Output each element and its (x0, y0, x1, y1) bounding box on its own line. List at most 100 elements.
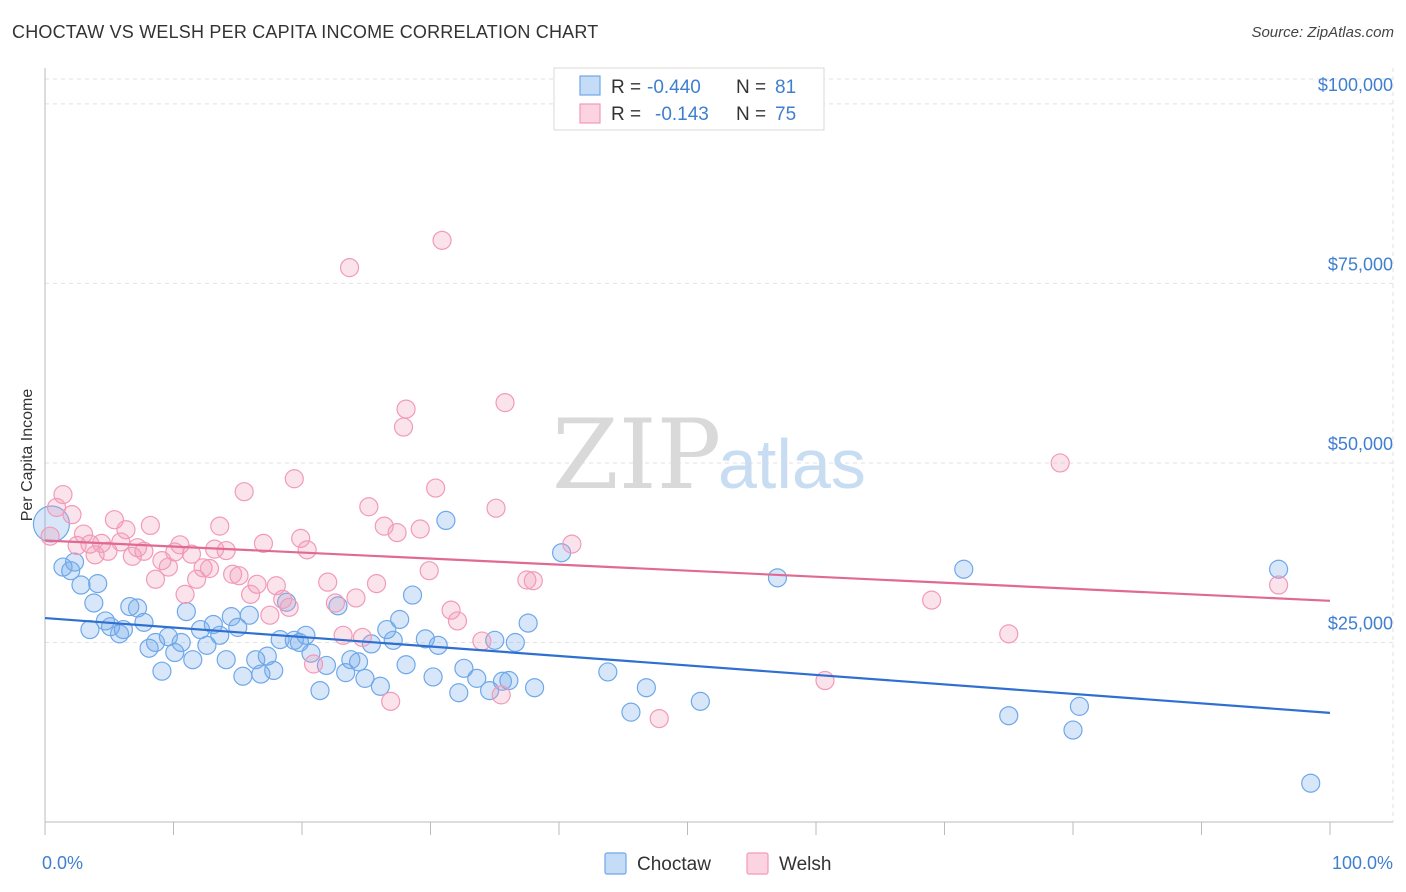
welsh-point (199, 558, 220, 579)
welsh-point (426, 478, 446, 498)
series-legend-label-choctaw: Choctaw (637, 854, 711, 875)
choctaw-point (355, 668, 375, 688)
y-tick-label-1: $50,000 (1328, 434, 1393, 454)
welsh-point (229, 566, 249, 586)
choctaw-point (310, 680, 330, 701)
tick-labels: $25,000 $50,000 $75,000 $100,000 0.0% 100.0% (42, 75, 1393, 873)
series-choctaw-points (32, 505, 1321, 793)
choctaw-point (454, 658, 474, 678)
choctaw-point (621, 702, 641, 722)
choctaw-point (1063, 720, 1083, 740)
welsh-point (922, 590, 942, 610)
legend-r-label-choctaw: R = (611, 77, 641, 98)
welsh-point (410, 519, 430, 539)
choctaw-point (449, 683, 469, 703)
series-legend-swatch-choctaw (604, 852, 627, 875)
choctaw-point (216, 650, 236, 670)
welsh-point (234, 482, 254, 502)
x-tick-label-1: 100.0% (1332, 853, 1393, 873)
welsh-point (210, 516, 230, 536)
legend-n-label-choctaw: N = (736, 77, 766, 98)
y-tick-label-0: $25,000 (1328, 613, 1393, 633)
welsh-point (523, 571, 543, 591)
welsh-point (98, 541, 118, 561)
welsh-point (241, 584, 261, 604)
choctaw-point (328, 596, 348, 616)
choctaw-point (598, 662, 618, 682)
welsh-point (260, 605, 280, 625)
choctaw-point (1268, 559, 1289, 579)
legend-r-label-welsh: R = (611, 104, 641, 125)
legend-swatch-welsh (579, 103, 601, 124)
choctaw-point (197, 635, 217, 655)
choctaw-point (296, 625, 316, 645)
watermark-atlas: atlas (718, 425, 866, 503)
welsh-point (62, 505, 82, 525)
trend-lines (44, 539, 1331, 714)
choctaw-point (203, 614, 223, 635)
data-points (32, 230, 1321, 793)
choctaw-point (348, 652, 369, 672)
choctaw-point (257, 646, 277, 666)
series-legend: Choctaw Welsh (604, 852, 831, 875)
welsh-point (273, 589, 293, 609)
welsh-point (495, 393, 515, 413)
welsh-point (517, 570, 537, 590)
legend-n-label-welsh: N = (736, 104, 766, 125)
choctaw-point (127, 598, 148, 618)
welsh-point (396, 399, 416, 419)
y-tick-label-3: $100,000 (1318, 75, 1393, 95)
welsh-point (127, 538, 148, 558)
choctaw-point (383, 630, 403, 650)
welsh-point (284, 469, 304, 489)
series-welsh-points (40, 230, 1289, 729)
legend-n-value-welsh: 75 (775, 104, 796, 125)
welsh-point (491, 685, 511, 705)
series-legend-swatch-welsh (746, 852, 769, 875)
welsh-point (339, 258, 360, 278)
choctaw-point (1301, 773, 1321, 793)
gridlines (45, 68, 1394, 822)
welsh-point (85, 545, 105, 565)
choctaw-point (233, 666, 253, 686)
choctaw-point (210, 625, 230, 645)
welsh-point (187, 569, 207, 589)
welsh-point (116, 520, 136, 540)
welsh-point (1268, 575, 1289, 595)
y-tick-label-2: $75,000 (1328, 254, 1393, 274)
choctaw-point (370, 676, 390, 696)
choctaw-point (341, 650, 361, 670)
choctaw-point (88, 573, 108, 594)
choctaw-point (480, 680, 500, 701)
choctaw-point (636, 678, 656, 698)
welsh-point (247, 574, 267, 594)
welsh-point (145, 569, 166, 589)
welsh-point (181, 544, 202, 564)
choctaw-point (377, 619, 397, 640)
welsh-point (193, 558, 213, 578)
welsh-point (486, 498, 506, 518)
choctaw-point (64, 552, 85, 572)
welsh-point (253, 533, 274, 553)
choctaw-point (999, 706, 1019, 726)
choctaw-point (264, 660, 284, 681)
choctaw-point (120, 596, 140, 617)
legend-r-value-choctaw: -0.440 (647, 77, 701, 98)
welsh-point (140, 515, 160, 536)
choctaw-point (402, 585, 423, 605)
choctaw-point (239, 605, 259, 625)
welsh-point (303, 654, 324, 674)
choctaw-point (767, 568, 788, 588)
welsh-point (359, 497, 379, 517)
series-legend-label-welsh: Welsh (779, 854, 831, 875)
welsh-point (472, 631, 492, 651)
choctaw-point (134, 612, 154, 632)
welsh-point (432, 230, 452, 250)
choctaw-point (518, 613, 538, 633)
welsh-point (1050, 453, 1070, 473)
welsh-point (381, 691, 401, 711)
choctaw-point (176, 601, 196, 622)
choctaw-point (246, 650, 266, 670)
choctaw-point (183, 650, 203, 670)
